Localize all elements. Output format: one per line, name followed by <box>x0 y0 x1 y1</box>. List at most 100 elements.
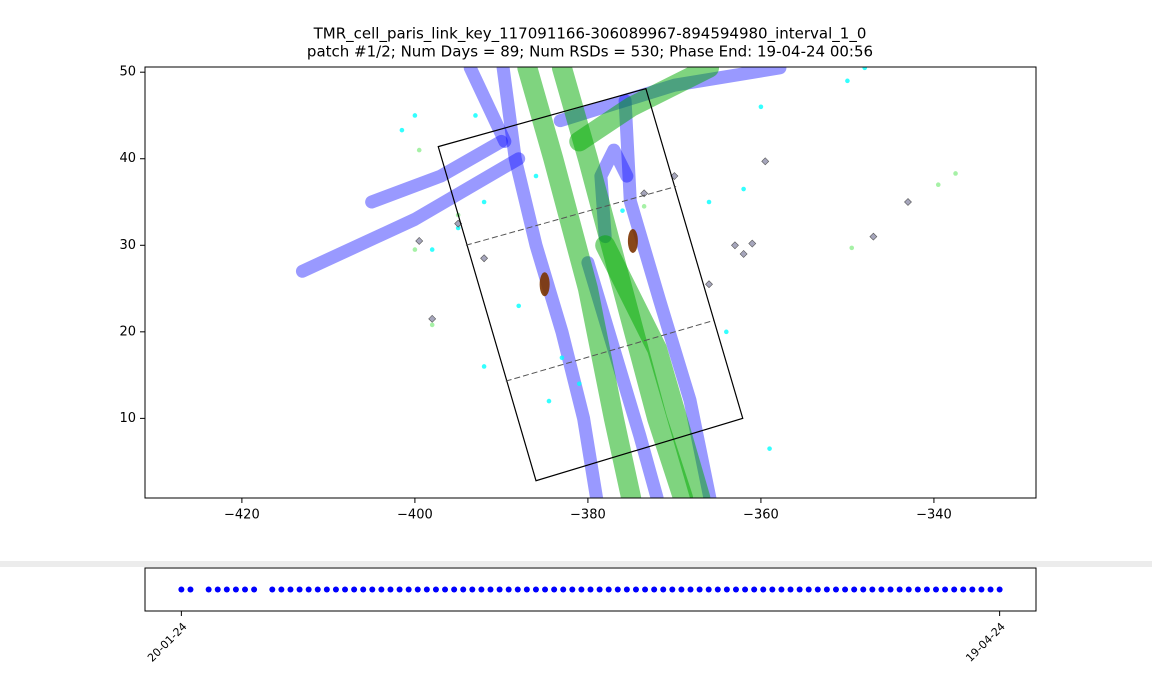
day-marker <box>851 586 858 593</box>
point <box>953 171 958 176</box>
day-marker <box>769 586 776 593</box>
point <box>429 247 435 252</box>
day-marker <box>587 586 594 593</box>
day-marker <box>396 586 403 593</box>
day-marker <box>469 586 476 593</box>
day-marker <box>360 586 367 593</box>
axes-frame <box>144 66 1037 499</box>
day-marker <box>651 586 658 593</box>
day-marker <box>723 586 730 593</box>
day-marker <box>305 586 312 593</box>
y-tick-label: 50 <box>119 65 136 80</box>
day-marker <box>605 586 612 593</box>
day-marker <box>332 586 339 593</box>
point <box>546 398 552 404</box>
x-tick-label: −380 <box>570 508 606 523</box>
day-marker <box>660 586 667 593</box>
day-marker <box>387 586 394 593</box>
day-marker <box>369 586 376 593</box>
day-marker <box>414 586 421 593</box>
point <box>481 364 487 369</box>
day-marker <box>814 586 821 593</box>
day-marker <box>514 586 521 593</box>
day-marker <box>505 586 512 593</box>
day-marker <box>523 586 530 593</box>
day-marker <box>351 586 358 593</box>
day-marker <box>542 586 549 593</box>
rsu-marker <box>731 241 739 250</box>
point <box>429 322 435 328</box>
day-marker <box>187 586 194 593</box>
day-marker <box>205 586 212 593</box>
day-marker <box>860 586 867 593</box>
day-marker <box>987 586 994 593</box>
point <box>724 329 729 335</box>
day-marker <box>478 586 485 593</box>
point <box>412 113 418 118</box>
day-marker <box>423 586 430 593</box>
day-marker <box>287 586 294 593</box>
patch-divider <box>505 320 714 382</box>
x-tick-label: −340 <box>916 508 952 523</box>
point <box>559 355 565 361</box>
rsu-marker <box>739 250 748 258</box>
day-marker <box>578 586 585 593</box>
point <box>516 303 522 309</box>
rsu-marker <box>705 280 713 289</box>
day-marker <box>887 586 894 593</box>
day-marker <box>942 586 949 593</box>
day-marker <box>269 586 276 593</box>
day-marker <box>823 586 830 593</box>
day-marker <box>805 586 812 593</box>
day-marker <box>451 586 458 593</box>
day-marker <box>378 586 385 593</box>
point <box>576 381 582 387</box>
day-marker <box>705 586 712 593</box>
day-marker <box>742 586 749 593</box>
day-marker <box>923 586 930 593</box>
day-marker <box>296 586 303 593</box>
point <box>706 199 712 205</box>
plot-area <box>295 67 958 498</box>
day-marker <box>569 586 576 593</box>
x-tick-label: −400 <box>397 508 433 523</box>
y-tick-label: 30 <box>119 238 136 253</box>
rsu-marker <box>761 157 770 166</box>
point <box>741 186 746 192</box>
rsu-marker <box>748 239 757 248</box>
patch-outline <box>437 87 744 482</box>
day-marker <box>242 586 249 593</box>
day-marker <box>532 586 539 593</box>
point <box>416 147 422 153</box>
point <box>849 245 855 251</box>
day-marker <box>178 586 185 593</box>
day-marker <box>278 586 285 593</box>
rsu-marker <box>640 189 649 198</box>
day-marker <box>432 586 439 593</box>
trace <box>569 67 720 152</box>
day-marker <box>232 586 239 593</box>
day-marker <box>560 586 567 593</box>
trace <box>517 67 642 498</box>
day-marker <box>223 586 230 593</box>
point <box>767 446 772 451</box>
day-marker <box>614 586 621 593</box>
timeline-frame <box>144 567 1037 612</box>
separator <box>0 561 1152 567</box>
day-marker <box>632 586 639 593</box>
point <box>533 173 539 179</box>
day-marker <box>314 586 321 593</box>
point <box>935 182 941 188</box>
day-marker <box>460 586 467 593</box>
point <box>641 204 647 209</box>
x-tick-label: −360 <box>743 508 779 523</box>
day-marker <box>778 586 785 593</box>
chart-title: TMR_cell_paris_link_key_117091166-306089… <box>313 25 867 44</box>
y-tick-label: 20 <box>119 324 136 339</box>
point <box>845 78 850 84</box>
rsu-marker <box>480 254 489 263</box>
chart-subtitle: patch #1/2; Num Days = 89; Num RSDs = 53… <box>307 43 873 61</box>
day-marker <box>896 586 903 593</box>
rsu-marker <box>428 314 437 323</box>
